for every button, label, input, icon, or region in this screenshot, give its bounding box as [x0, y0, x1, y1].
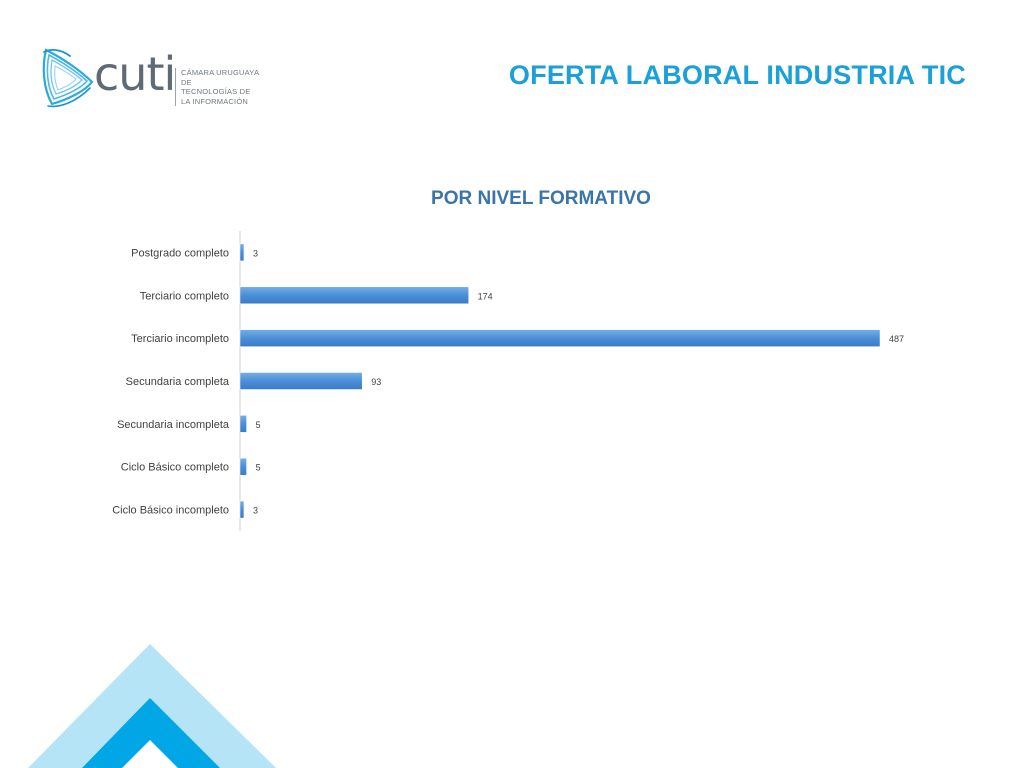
bar-value-label: 5: [256, 420, 261, 430]
category-tick-label: Terciario completo: [140, 290, 229, 302]
bar: [239, 329, 881, 347]
logo-subtitle: CÁMARA URUGUAYA DE TECNOLOGÍAS DE LA INF…: [175, 68, 270, 106]
category-tick-label: Postgrado completo: [131, 247, 229, 259]
bar: [239, 415, 247, 433]
bar-value-label: 93: [371, 377, 381, 387]
logo-subtitle-line: LA INFORMACIÓN: [181, 96, 248, 106]
logo-subtitle-line: TECNOLOGÍAS DE: [181, 87, 251, 96]
category-tick-label: Ciclo Básico completo: [121, 462, 229, 474]
bar: [239, 457, 247, 476]
cuti-logo: cuti CÁMARA URUGUAYA DE TECNOLOGÍAS DE L…: [40, 44, 270, 110]
bar: [239, 286, 469, 305]
cuti-logo-mark-icon: [42, 48, 94, 108]
chart-title: POR NIVEL FORMATIVO: [431, 188, 651, 209]
bar-chart: Postgrado completo 3 Terciario completo 174…: [112, 231, 904, 531]
category-tick-label: Secundaria completa: [126, 376, 230, 388]
category-tick-label: Terciario incompleto: [131, 333, 229, 345]
bar-value-label: 174: [478, 291, 493, 301]
deco-chevron-dark: [82, 698, 220, 768]
bar: [239, 243, 245, 262]
bar-value-label: 3: [253, 248, 258, 258]
bar-value-label: 487: [889, 334, 904, 344]
bar-value-label: 5: [256, 463, 261, 473]
logo-wordmark: cuti: [94, 47, 176, 101]
deco-chevron-notch: [122, 740, 178, 768]
bar-value-label: 3: [253, 506, 258, 516]
page-title: OFERTA LABORAL INDUSTRIA TIC: [508, 60, 966, 90]
bar: [239, 500, 245, 519]
category-tick-label: Ciclo Básico incompleto: [112, 505, 229, 517]
category-tick-label: Secundaria incompleta: [117, 419, 230, 431]
bar: [239, 372, 363, 390]
logo-subtitle-line: CÁMARA URUGUAYA DE: [181, 68, 259, 87]
